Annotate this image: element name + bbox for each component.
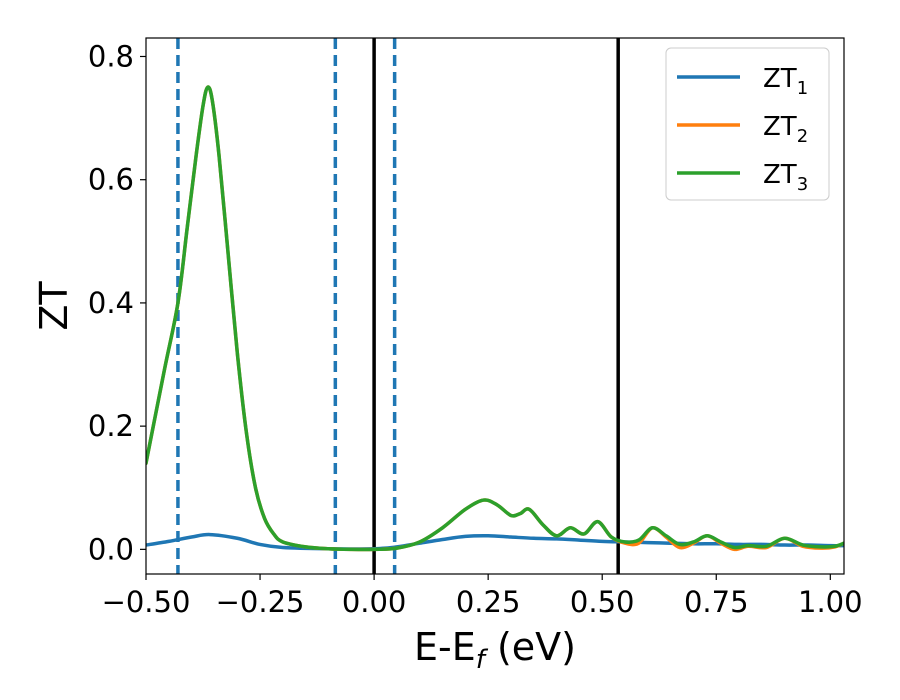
- series-line-zt1: [146, 532, 844, 551]
- reference-lines: [176, 38, 620, 574]
- legend-label-zt2: ZT2: [763, 112, 808, 147]
- y-tick-label: 0.4: [88, 286, 134, 320]
- y-axis: 0.0 0.2 0.4 0.6 0.8: [88, 39, 146, 566]
- x-tick-label: 0.25: [456, 585, 521, 619]
- legend-label-zt1: ZT1: [763, 64, 808, 99]
- series-layer: [146, 85, 844, 552]
- y-tick-label: 0.8: [88, 39, 134, 73]
- x-tick-label: 0.00: [342, 585, 407, 619]
- x-tick-label: 0.50: [570, 585, 635, 619]
- series-line-zt3: [146, 85, 844, 552]
- y-tick-label: 0.6: [88, 163, 134, 197]
- x-axis-title: E-Ef (eV): [414, 625, 576, 675]
- legend-label-zt3: ZT3: [763, 160, 808, 195]
- legend: ZT1 ZT2 ZT3: [665, 47, 830, 201]
- x-tick-label: −0.25: [216, 585, 305, 619]
- legend-box: [665, 47, 830, 201]
- y-tick-label: 0.2: [88, 409, 134, 443]
- y-tick-label: 0.0: [88, 532, 134, 566]
- x-tick-label: 0.75: [684, 585, 749, 619]
- y-axis-title: ZT: [32, 281, 76, 331]
- x-tick-label: 1.00: [798, 585, 863, 619]
- x-tick-label: −0.50: [102, 585, 191, 619]
- x-axis: −0.50 −0.25 0.00 0.25 0.50 0.75 1.00: [102, 574, 863, 619]
- plot-frame: [145, 37, 845, 575]
